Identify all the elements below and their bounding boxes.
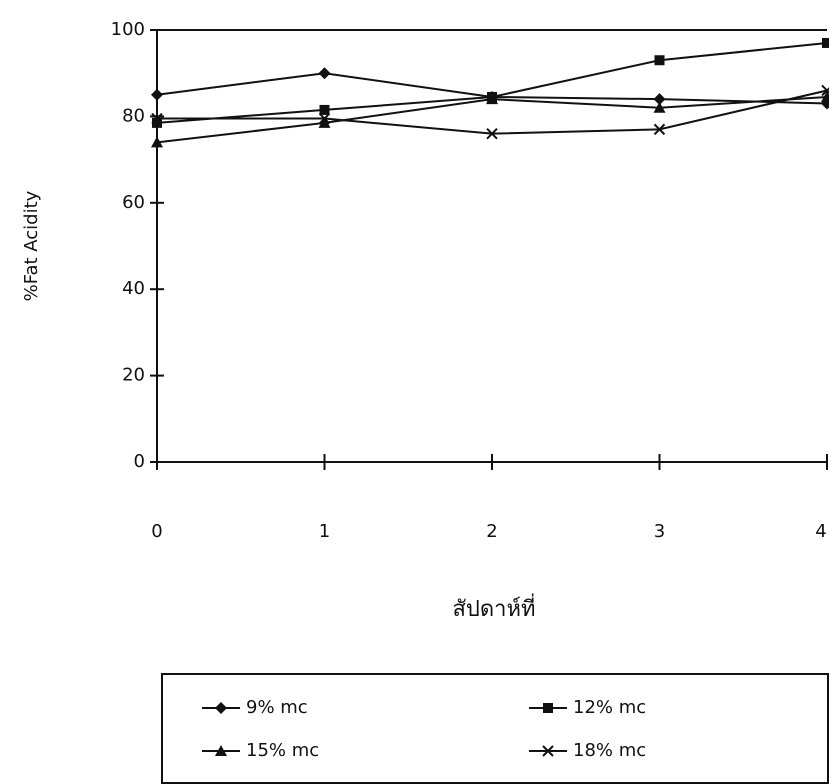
y-tick-label: 20 <box>122 365 145 386</box>
y-axis-label: %Fat Acidity <box>21 190 42 301</box>
series-line <box>156 41 828 124</box>
y-tick-label: 100 <box>111 19 145 40</box>
marker <box>151 88 163 101</box>
legend-label: 18% mc <box>573 740 646 761</box>
marker <box>486 127 498 140</box>
y-tick-label: 80 <box>122 105 145 126</box>
legend-label: 15% mc <box>246 740 319 761</box>
x-axis-label: สัปดาห์ที่ <box>452 593 535 622</box>
marker <box>486 93 498 105</box>
legend-label: 9% mc <box>246 697 308 718</box>
marker <box>821 84 829 97</box>
marker <box>542 745 554 757</box>
marker <box>215 702 227 714</box>
x-tick-label: 2 <box>486 521 497 542</box>
x-tick-label: 0 <box>151 521 162 542</box>
marker <box>319 104 330 115</box>
marker <box>152 117 162 128</box>
y-tick-label: 0 <box>134 451 145 472</box>
legend-label: 12% mc <box>573 697 646 718</box>
x-tick-label: 4 <box>815 521 826 542</box>
marker <box>318 67 331 80</box>
marker <box>821 90 829 102</box>
marker <box>318 116 331 128</box>
y-tick-label: 40 <box>122 278 145 299</box>
x-tick-label: 3 <box>654 521 665 542</box>
legend-box <box>161 673 829 784</box>
marker <box>653 123 666 136</box>
x-tick-label: 1 <box>319 521 330 542</box>
marker <box>653 93 666 106</box>
marker <box>654 55 665 66</box>
marker <box>543 703 553 713</box>
marker <box>151 136 163 148</box>
marker <box>151 112 163 125</box>
marker <box>653 101 666 113</box>
marker <box>318 112 331 125</box>
y-tick-label: 60 <box>122 192 145 213</box>
marker <box>822 37 829 48</box>
marker <box>215 745 227 756</box>
